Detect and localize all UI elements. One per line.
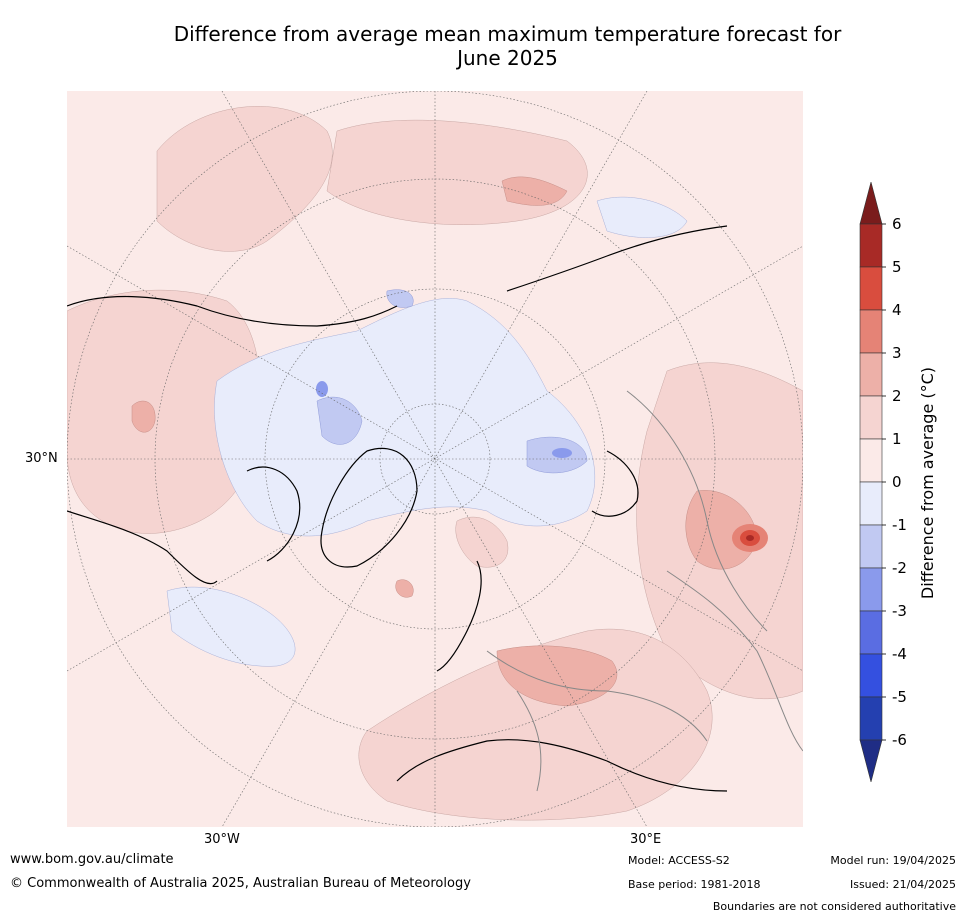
copyright-text: © Commonwealth of Australia 2025, Austra…: [10, 876, 471, 891]
website-link[interactable]: www.bom.gov.au/climate: [10, 852, 174, 867]
colorbar-tick-label: 6: [892, 215, 902, 233]
colorbar-tick-label: -6: [892, 731, 907, 749]
base-period-text: Base period: 1981-2018: [628, 878, 761, 891]
country-borders: [486, 390, 803, 792]
colorbar-bin: [859, 481, 883, 526]
colorbar-tick-label: -5: [892, 688, 907, 706]
colorbar-bin: [859, 524, 883, 569]
colorbar-bin: [859, 223, 883, 268]
colorbar-bin: [859, 567, 883, 612]
longitude-label-30w: 30°W: [204, 832, 240, 847]
colorbar-tick-label: 3: [892, 344, 902, 362]
colorbar-bin: [859, 610, 883, 655]
map-title: Difference from average mean maximum tem…: [100, 22, 915, 70]
colorbar-bin: [859, 438, 883, 483]
hot-spot: [732, 524, 768, 552]
colorbar-tick-label: 4: [892, 301, 902, 319]
colorbar-bin: [859, 309, 883, 354]
map-svg: [67, 91, 803, 827]
colorbar-bin: [859, 395, 883, 440]
colorbar-tick-label: 0: [892, 473, 902, 491]
colorbar-title: Difference from average (°C): [918, 366, 937, 600]
colorbar-tick-label: -2: [892, 559, 907, 577]
colorbar-extend-min: [859, 739, 883, 782]
model-run-text: Model run: 19/04/2025: [830, 854, 956, 867]
colorbar-tick-label: 1: [892, 430, 902, 448]
colorbar-tick-label: -4: [892, 645, 907, 663]
disclaimer-text: Boundaries are not considered authoritat…: [712, 900, 956, 913]
colorbar-tick-label: -3: [892, 602, 907, 620]
latitude-label-30n: 30°N: [25, 451, 58, 466]
colorbar-ticks: 6 5 4 3 2 1 0 -1 -2 -3 -4 -5 -6: [882, 215, 907, 749]
graticule: [67, 91, 803, 827]
colorbar-bin: [859, 653, 883, 698]
warmer-anomaly-areas: [131, 176, 758, 707]
colorbar-bin: [859, 266, 883, 311]
colorbar: 6 5 4 3 2 1 0 -1 -2 -3 -4 -5 -6: [859, 182, 907, 782]
coastlines: [67, 225, 728, 792]
colorbar-bin: [859, 696, 883, 741]
forecast-map: [67, 91, 803, 827]
colorbar-tick-label: -1: [892, 516, 907, 534]
title-line-2: June 2025: [457, 46, 558, 70]
colorbar-extend-max: [859, 182, 883, 225]
colorbar-tick-label: 5: [892, 258, 902, 276]
longitude-label-30e: 30°E: [630, 832, 662, 847]
cool-anomaly-areas: [166, 196, 688, 667]
colorbar-bins: [859, 223, 883, 741]
title-line-1: Difference from average mean maximum tem…: [173, 22, 842, 46]
colorbar-tick-label: 2: [892, 387, 902, 405]
issued-text: Issued: 21/04/2025: [849, 878, 956, 891]
model-text: Model: ACCESS-S2: [628, 854, 730, 867]
colorbar-bin: [859, 352, 883, 397]
coldest-anomaly-areas: [316, 381, 572, 458]
